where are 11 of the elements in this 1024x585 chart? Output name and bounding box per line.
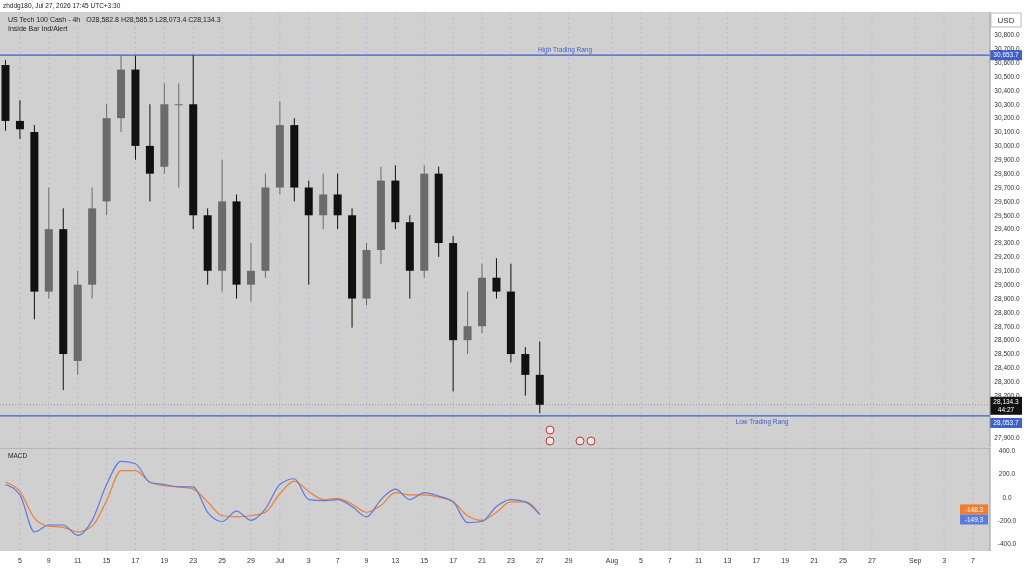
text: USD — [997, 15, 1015, 25]
candlestick — [319, 173, 328, 230]
candlestick — [521, 346, 530, 397]
candlestick — [246, 242, 255, 302]
candlestick — [463, 291, 472, 355]
candlestick — [174, 82, 183, 189]
candlestick — [492, 257, 501, 300]
line-series — [4, 470, 541, 533]
line-series — [4, 460, 541, 536]
candlestick — [15, 99, 24, 140]
candlestick — [333, 173, 342, 230]
